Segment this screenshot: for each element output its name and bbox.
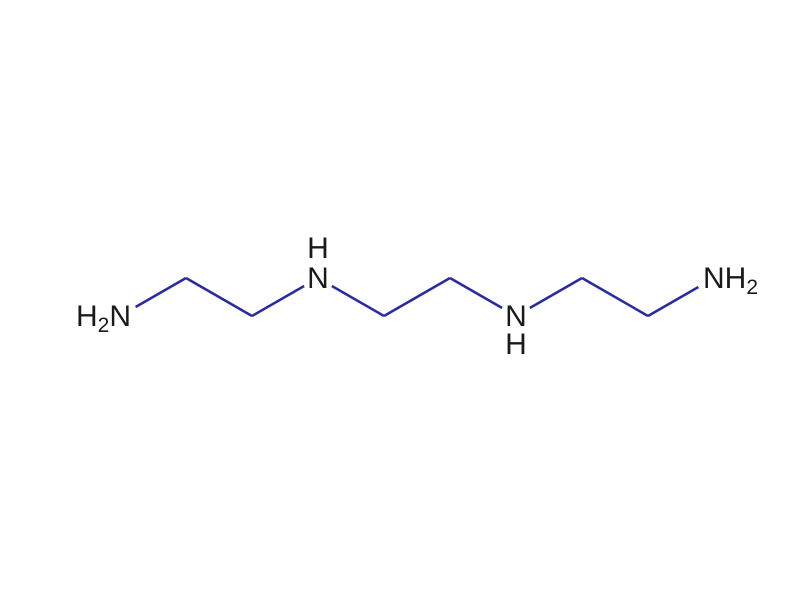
- svg-text:N: N: [307, 262, 329, 295]
- atom-N2: NH: [307, 232, 329, 295]
- bond: [648, 287, 698, 316]
- bond: [252, 286, 304, 316]
- bond: [384, 278, 450, 316]
- bond: [332, 286, 384, 316]
- bond: [530, 278, 582, 308]
- bond: [582, 278, 648, 316]
- bond: [136, 278, 186, 307]
- atom-N1: H2N: [76, 300, 131, 337]
- atom-N3: NH: [505, 300, 527, 361]
- svg-text:NH2: NH2: [703, 262, 758, 299]
- molecule-diagram: H2NNHNHNH2: [0, 0, 800, 600]
- svg-text:H2N: H2N: [76, 300, 131, 337]
- svg-text:H: H: [505, 328, 527, 361]
- svg-text:H: H: [307, 232, 329, 265]
- bond: [450, 278, 502, 308]
- atom-N4: NH2: [703, 262, 758, 299]
- bond: [186, 278, 252, 316]
